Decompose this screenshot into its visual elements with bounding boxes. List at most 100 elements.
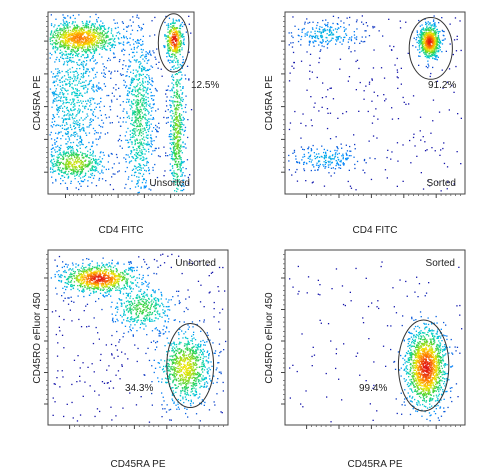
event-dot (179, 148, 181, 150)
event-dot (128, 91, 131, 93)
event-dot (77, 77, 79, 79)
event-dot (73, 42, 76, 44)
event-dot (292, 42, 294, 44)
event-dot (116, 115, 119, 117)
event-dot (435, 56, 437, 58)
event-dot (72, 87, 74, 89)
event-dot (421, 36, 423, 38)
event-dot (137, 104, 139, 106)
event-dot (179, 31, 181, 33)
event-dot (95, 37, 97, 39)
event-dot (320, 31, 323, 34)
event-dot (139, 115, 141, 118)
event-dot (180, 161, 183, 163)
event-dot (127, 146, 130, 148)
event-dot (130, 71, 132, 73)
event-dot (62, 168, 65, 170)
event-dot (180, 129, 182, 131)
event-dot (137, 192, 139, 194)
event-dot (68, 102, 70, 104)
event-dot (382, 35, 384, 37)
event-dot (62, 154, 65, 156)
event-dot (65, 159, 68, 161)
event-dot (88, 163, 90, 165)
event-dot (126, 30, 128, 32)
event-dot (76, 75, 79, 77)
event-dot (82, 168, 84, 171)
event-dot (68, 46, 70, 49)
event-dot (294, 110, 296, 113)
event-dot (91, 145, 93, 147)
event-dot (101, 47, 103, 49)
event-dot (356, 36, 358, 38)
event-dot (131, 101, 133, 103)
event-dot (179, 35, 181, 37)
event-dot (301, 31, 303, 33)
event-dot (149, 103, 151, 105)
event-dot (64, 152, 67, 154)
event-dot (323, 45, 325, 48)
event-dot (133, 122, 135, 124)
event-dot (410, 162, 412, 164)
event-dot (103, 43, 106, 45)
event-dot (138, 88, 140, 90)
event-dot (59, 52, 61, 54)
event-dot (69, 158, 71, 160)
event-dot (75, 40, 77, 42)
event-dot (92, 55, 94, 57)
event-dot (93, 165, 95, 167)
event-dot (415, 39, 417, 41)
event-dot (87, 170, 90, 172)
event-dot (49, 43, 52, 45)
event-dot (82, 41, 84, 43)
event-dot (126, 38, 128, 40)
event-dot (175, 184, 177, 186)
event-dot (56, 37, 58, 39)
event-dot (76, 63, 79, 66)
event-dot (168, 41, 171, 44)
event-dot (328, 34, 330, 36)
event-dot (130, 33, 132, 35)
event-dot (78, 108, 80, 110)
event-dot (56, 40, 58, 42)
event-dot (125, 139, 127, 141)
event-dot (68, 158, 70, 160)
event-dot (80, 141, 82, 143)
event-dot (143, 89, 145, 92)
event-dot (69, 76, 71, 78)
event-dot (99, 47, 101, 49)
event-dot (325, 24, 327, 27)
event-dot (59, 163, 61, 165)
event-dot (156, 126, 158, 128)
event-dot (90, 158, 92, 161)
event-dot (59, 147, 62, 149)
event-dot (53, 95, 55, 97)
event-dot (109, 42, 111, 44)
event-dot (308, 146, 310, 148)
event-dot (178, 155, 180, 157)
event-dot (154, 16, 156, 19)
event-dot (133, 77, 135, 80)
event-dot (173, 59, 175, 61)
event-dot (176, 49, 178, 51)
event-dot (172, 27, 174, 29)
event-dot (427, 50, 429, 52)
event-dot (137, 114, 139, 116)
event-dot (434, 24, 436, 26)
event-dot (146, 62, 148, 64)
event-dot (165, 35, 167, 37)
event-dot (355, 60, 357, 63)
event-dot (67, 118, 70, 120)
event-dot (68, 137, 70, 139)
event-dot (336, 146, 338, 148)
event-dot (288, 44, 290, 46)
event-dot (61, 45, 64, 47)
event-dot (129, 104, 131, 106)
event-dot (89, 50, 91, 53)
event-dot (149, 35, 151, 37)
event-dot (85, 132, 87, 134)
event-dot (425, 43, 427, 45)
event-dot (298, 162, 301, 164)
event-dot (176, 164, 178, 166)
event-dot (174, 163, 176, 166)
